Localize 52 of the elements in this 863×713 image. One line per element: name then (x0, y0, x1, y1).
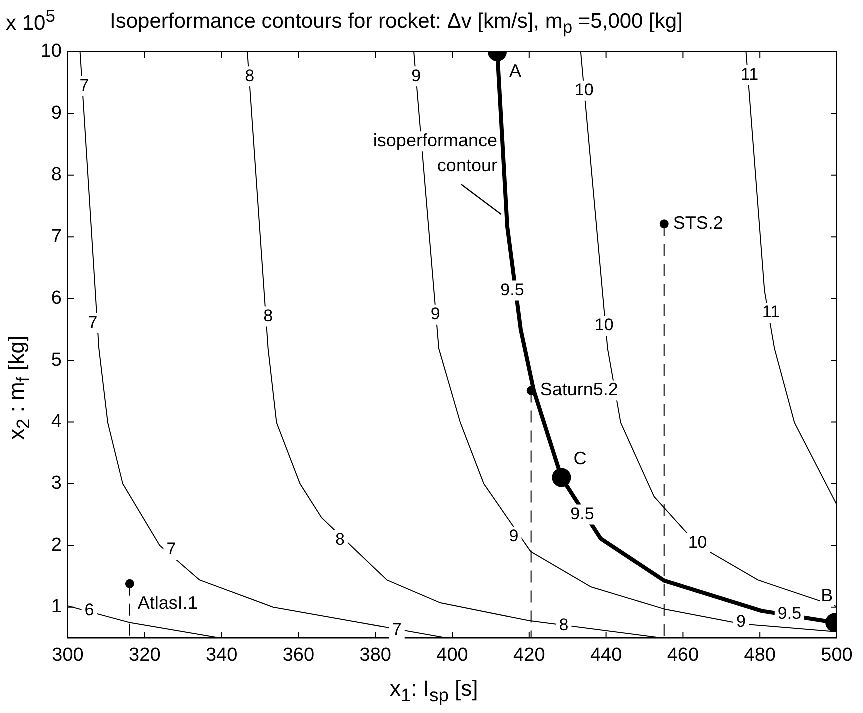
y-tick-label: 6 (51, 288, 62, 310)
annotation: 10 (574, 80, 594, 100)
y-tick-label: 3 (51, 473, 62, 494)
y-tick-label: 4 (51, 411, 62, 432)
annotation: 8 (245, 66, 255, 86)
y-tick-label: 1 (51, 596, 62, 618)
x-tick-label: 480 (744, 644, 776, 666)
x-tick-label: 380 (360, 644, 392, 666)
annotation: 9.5 (778, 604, 802, 623)
annotation: 9.5 (570, 504, 594, 524)
annotation: 9 (509, 526, 519, 546)
annotation: 8 (335, 530, 345, 549)
annotation: A (509, 60, 522, 81)
annotation: 8 (264, 306, 274, 326)
y-tick-label: 5 (51, 350, 62, 371)
annotation: 7 (88, 313, 98, 332)
annotation: 8 (559, 616, 569, 635)
annotation: 10 (688, 532, 708, 552)
x-tick-label: 320 (129, 644, 161, 666)
y-tick-label: 8 (51, 164, 62, 186)
x-tick-label: 440 (590, 644, 622, 666)
x-axis-title: x$_{1}$: I$_{sp}$ [s] (390, 676, 478, 706)
annotation: 10 (594, 316, 614, 335)
text: x 10$^{5}$ (6, 6, 56, 36)
annotation: Saturn5.2 (540, 380, 618, 400)
y-tick-label: 10 (40, 41, 62, 62)
annotation: 9.5 (500, 280, 524, 300)
x-tick-label: 300 (52, 644, 84, 666)
y-tick-label: 7 (51, 226, 62, 248)
annotation: AtlasI.1 (138, 592, 198, 613)
annotation: C (574, 448, 587, 469)
chart-title: Isoperformance contours for rocket: Δv [km/s], m$_{p}$ =5,000 [kg] (110, 10, 683, 38)
x-tick-label: 460 (667, 644, 700, 666)
x-tick-label: 420 (514, 644, 546, 666)
x-tick-label: 400 (436, 644, 468, 666)
x-tick-label: 360 (282, 644, 315, 666)
x-tick-label: 500 (821, 644, 853, 666)
annotation: 7 (80, 76, 90, 96)
annotation: 6 (84, 600, 94, 620)
annotation: STS.2 (673, 213, 724, 234)
annotation: 9 (736, 612, 746, 631)
annotation: 7 (166, 540, 176, 559)
annotation: 9 (412, 66, 422, 86)
annotation: 9 (430, 304, 440, 324)
annotation: 11 (740, 65, 759, 84)
annotation: isoperformance contour (373, 130, 498, 176)
x-tick-label: 340 (206, 644, 238, 666)
annotation: B (821, 586, 834, 606)
annotation: 7 (392, 620, 402, 639)
annotation: 11 (762, 302, 780, 322)
y-tick-label: 9 (51, 102, 62, 124)
y-tick-label: 2 (51, 534, 62, 556)
